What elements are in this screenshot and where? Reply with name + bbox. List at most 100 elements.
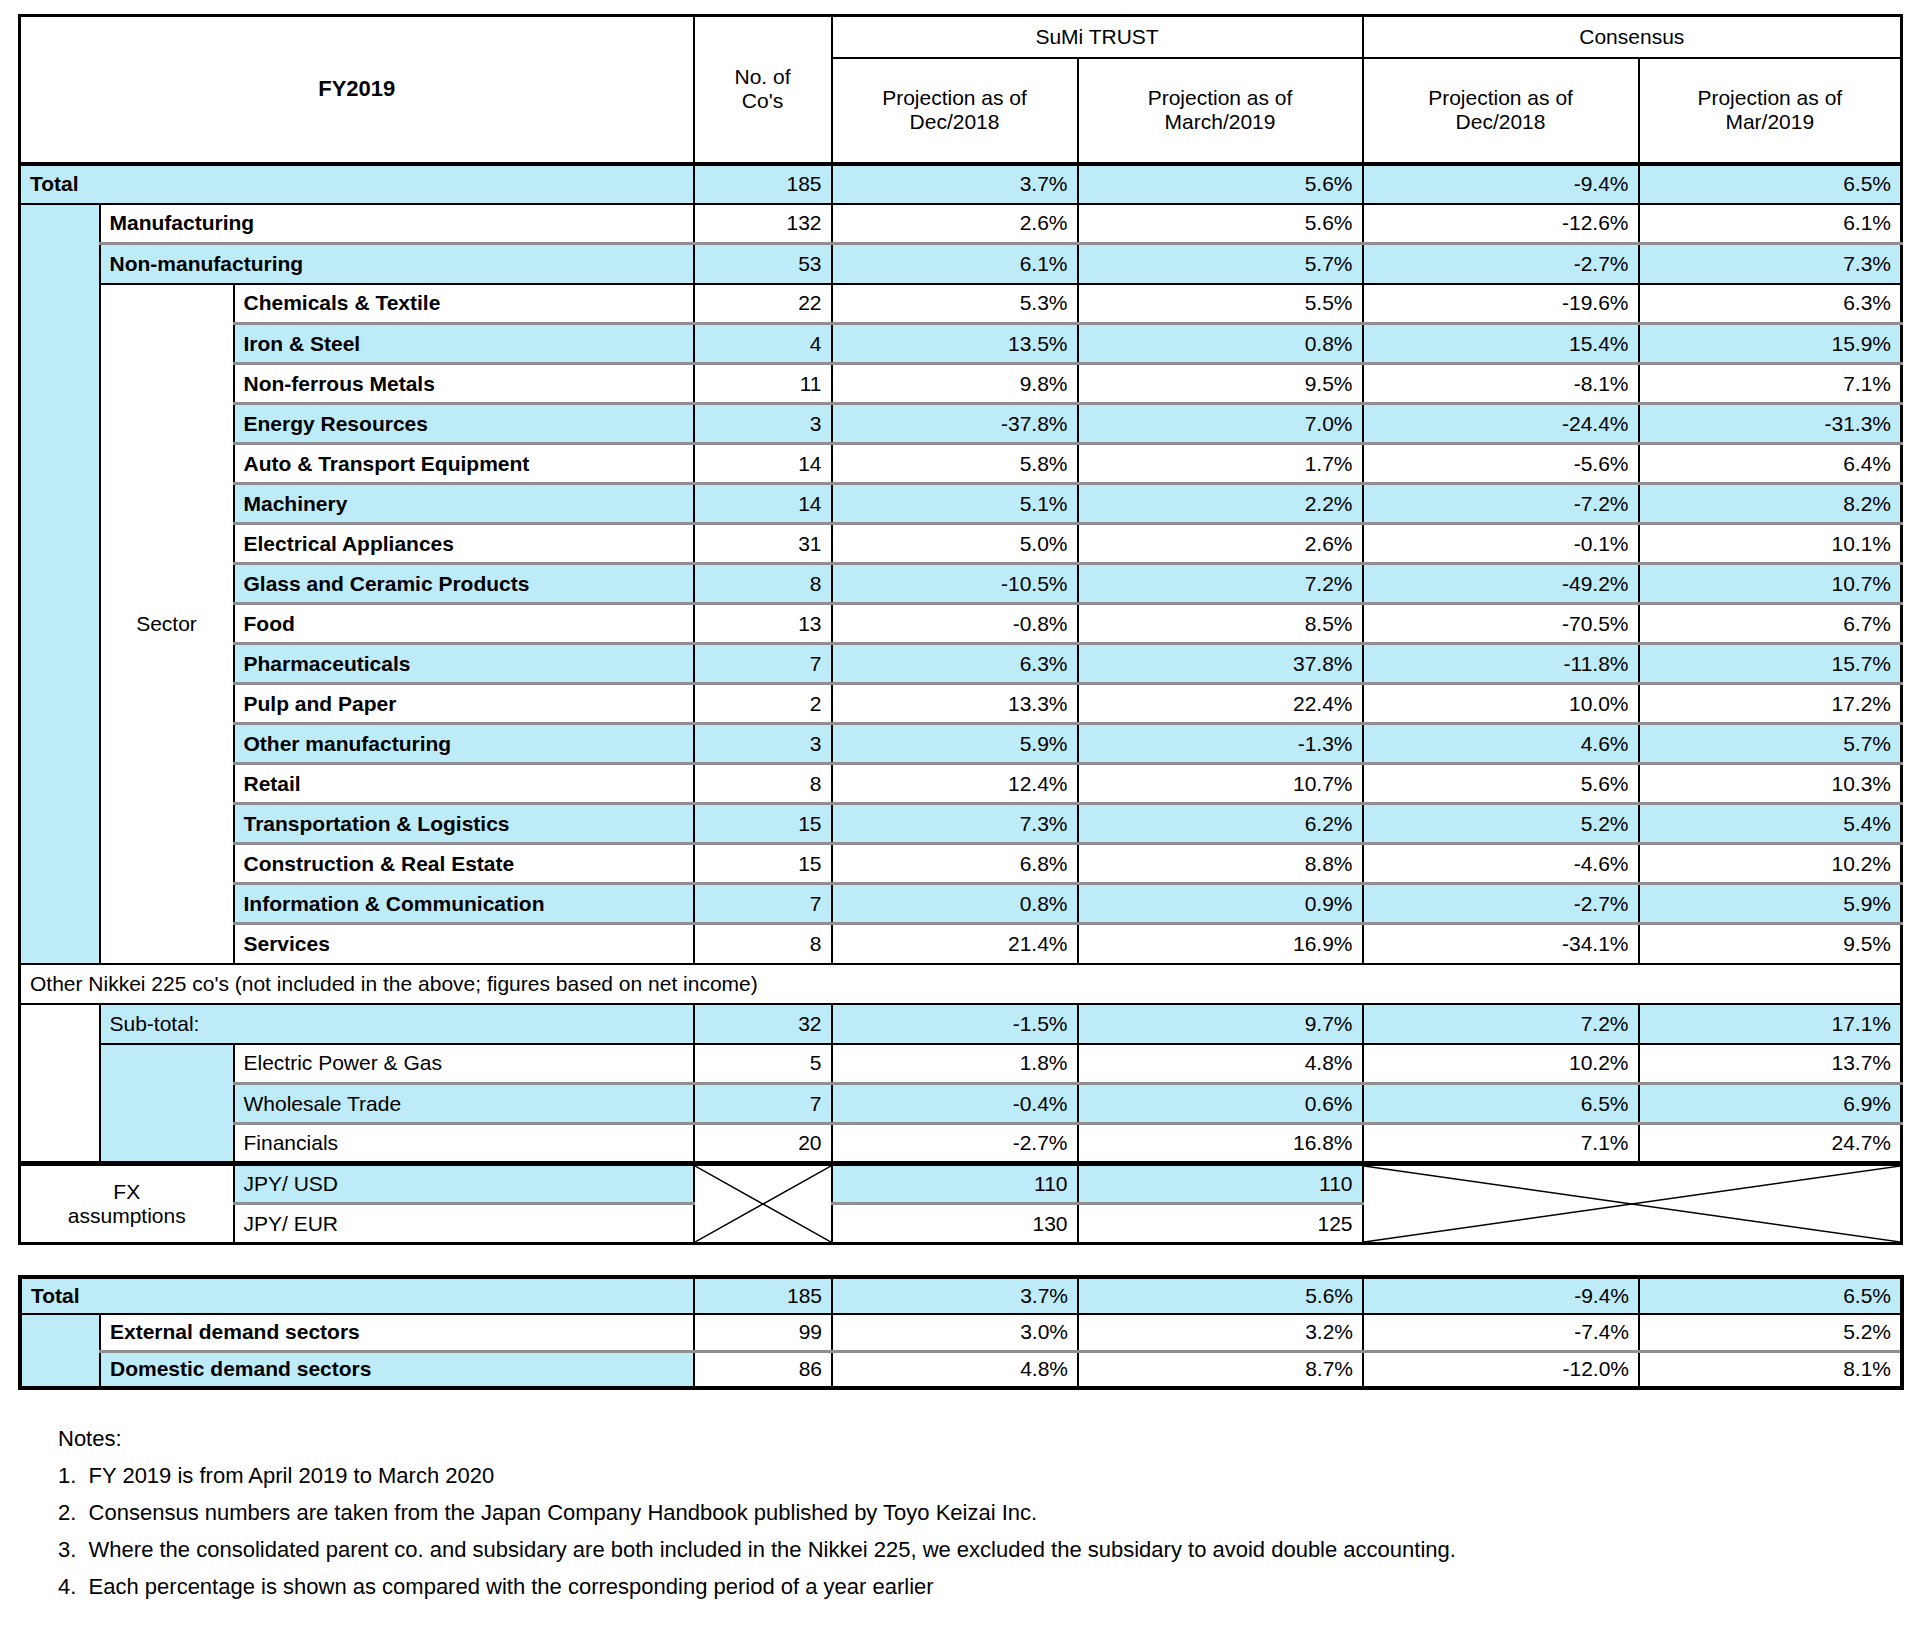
value-cell: 4.8% [832, 1351, 1078, 1388]
value-cell: 6.4% [1639, 444, 1902, 484]
table-row: Sub-total: 32 -1.5% 9.7% 7.2% 17.1% [20, 1004, 1902, 1044]
value-cell: -37.8% [832, 404, 1078, 444]
sector-merged-cell: Sector [100, 284, 234, 964]
row-label-cell: Transportation & Logistics [234, 804, 694, 844]
no-of-cos-cell: 99 [694, 1314, 832, 1351]
table-row: Non-ferrous Metals 11 9.8% 9.5% -8.1% 7.… [20, 364, 1902, 404]
value-cell: 16.9% [1078, 924, 1363, 964]
no-of-cos-cell: 8 [694, 924, 832, 964]
value-cell: 8.8% [1078, 844, 1363, 884]
value-cell: 6.3% [832, 644, 1078, 684]
value-cell: 5.6% [1363, 764, 1639, 804]
value-cell: 5.4% [1639, 804, 1902, 844]
value-cell: 9.5% [1639, 924, 1902, 964]
table-row: Domestic demand sectors 86 4.8% 8.7% -12… [20, 1351, 1902, 1388]
value-cell: 7.1% [1639, 364, 1902, 404]
value-cell: -70.5% [1363, 604, 1639, 644]
no-of-cos-cell: 185 [694, 1277, 832, 1314]
value-cell: 8.7% [1078, 1351, 1363, 1388]
value-cell: 10.7% [1078, 764, 1363, 804]
value-cell: 22.4% [1078, 684, 1363, 724]
value-cell: -7.4% [1363, 1314, 1639, 1351]
value-cell: 5.2% [1363, 804, 1639, 844]
value-cell: 7.2% [1078, 564, 1363, 604]
value-cell: -9.4% [1363, 164, 1639, 204]
value-cell: 5.6% [1078, 204, 1363, 244]
notes-title: Notes: [58, 1426, 1920, 1452]
table-row: Electrical Appliances 31 5.0% 2.6% -0.1%… [20, 524, 1902, 564]
table-row: Sector Chemicals & Textile 22 5.3% 5.5% … [20, 284, 1902, 324]
row-label-cell: Machinery [234, 484, 694, 524]
no-of-cos-cell: 3 [694, 724, 832, 764]
value-cell: 6.5% [1363, 1084, 1639, 1124]
value-cell: 7.3% [1639, 244, 1902, 284]
value-cell: 10.7% [1639, 564, 1902, 604]
note-item: 2. Consensus numbers are taken from the … [58, 1500, 1920, 1526]
row-label-cell: External demand sectors [100, 1314, 694, 1351]
demand-summary-table: Total 185 3.7% 5.6% -9.4% 6.5% External … [18, 1275, 1904, 1390]
value-cell: -0.1% [1363, 524, 1639, 564]
table-row: FY2019 No. of Co's SuMi TRUST Consensus [20, 16, 1902, 58]
row-label-cell: Non-ferrous Metals [234, 364, 694, 404]
row-label-cell: Pulp and Paper [234, 684, 694, 724]
row-label-cell: Services [234, 924, 694, 964]
value-cell: 5.3% [832, 284, 1078, 324]
table-row: Glass and Ceramic Products 8 -10.5% 7.2%… [20, 564, 1902, 604]
value-cell: 3.2% [1078, 1314, 1363, 1351]
table-row: Pulp and Paper 2 13.3% 22.4% 10.0% 17.2% [20, 684, 1902, 724]
value-cell: 6.3% [1639, 284, 1902, 324]
value-cell: 12.4% [832, 764, 1078, 804]
x-cross-icon [1364, 1166, 1901, 1242]
value-cell: 9.7% [1078, 1004, 1363, 1044]
row-label-cell: Wholesale Trade [234, 1084, 694, 1124]
notes-section: Notes: 1. FY 2019 is from April 2019 to … [58, 1426, 1920, 1600]
value-cell: 9.5% [1078, 364, 1363, 404]
table-row: Total 185 3.7% 5.6% -9.4% 6.5% [20, 164, 1902, 204]
table-row: Machinery 14 5.1% 2.2% -7.2% 8.2% [20, 484, 1902, 524]
note-item: 4. Each percentage is shown as compared … [58, 1574, 1920, 1600]
consensus-dec-column-header: Projection as of Dec/2018 [1363, 58, 1639, 164]
indent-strip [20, 1314, 100, 1388]
no-of-cos-cell: 5 [694, 1044, 832, 1084]
value-cell: 1.7% [1078, 444, 1363, 484]
table-row: Auto & Transport Equipment 14 5.8% 1.7% … [20, 444, 1902, 484]
value-cell: -31.3% [1639, 404, 1902, 444]
no-of-cos-cell: 14 [694, 484, 832, 524]
sumi-march-column-header: Projection as of March/2019 [1078, 58, 1363, 164]
no-of-cos-cell: 2 [694, 684, 832, 724]
value-cell: 5.6% [1078, 1277, 1363, 1314]
table-row: External demand sectors 99 3.0% 3.2% -7.… [20, 1314, 1902, 1351]
row-label-cell: Total [20, 164, 694, 204]
value-cell: 15.7% [1639, 644, 1902, 684]
row-label-cell: Auto & Transport Equipment [234, 444, 694, 484]
indent-strip [20, 1004, 100, 1164]
value-cell: 21.4% [832, 924, 1078, 964]
row-label-cell: Sub-total: [100, 1004, 694, 1044]
no-of-cos-cell: 31 [694, 524, 832, 564]
row-label-cell: Domestic demand sectors [100, 1351, 694, 1388]
value-cell: 9.8% [832, 364, 1078, 404]
crossed-cell [694, 1164, 832, 1244]
row-label-cell: Information & Communication [234, 884, 694, 924]
value-cell: 6.1% [1639, 204, 1902, 244]
value-cell: 2.6% [1078, 524, 1363, 564]
no-of-cos-cell: 11 [694, 364, 832, 404]
value-cell: -1.3% [1078, 724, 1363, 764]
no-of-cos-cell: 15 [694, 844, 832, 884]
value-cell: 10.0% [1363, 684, 1639, 724]
value-cell: -0.8% [832, 604, 1078, 644]
other-nikkei-note-cell: Other Nikkei 225 co's (not included in t… [20, 964, 1902, 1004]
no-of-cos-cell: 3 [694, 404, 832, 444]
no-of-cos-cell: 13 [694, 604, 832, 644]
value-cell: 8.2% [1639, 484, 1902, 524]
fx-value-cell: 110 [832, 1164, 1078, 1204]
fx-value-cell: 110 [1078, 1164, 1363, 1204]
no-of-cos-header: No. of Co's [694, 16, 832, 164]
value-cell: -2.7% [832, 1124, 1078, 1164]
row-label-cell: Food [234, 604, 694, 644]
value-cell: -0.4% [832, 1084, 1078, 1124]
table-row: Food 13 -0.8% 8.5% -70.5% 6.7% [20, 604, 1902, 644]
no-of-cos-cell: 185 [694, 164, 832, 204]
no-of-cos-cell: 20 [694, 1124, 832, 1164]
value-cell: 5.9% [832, 724, 1078, 764]
